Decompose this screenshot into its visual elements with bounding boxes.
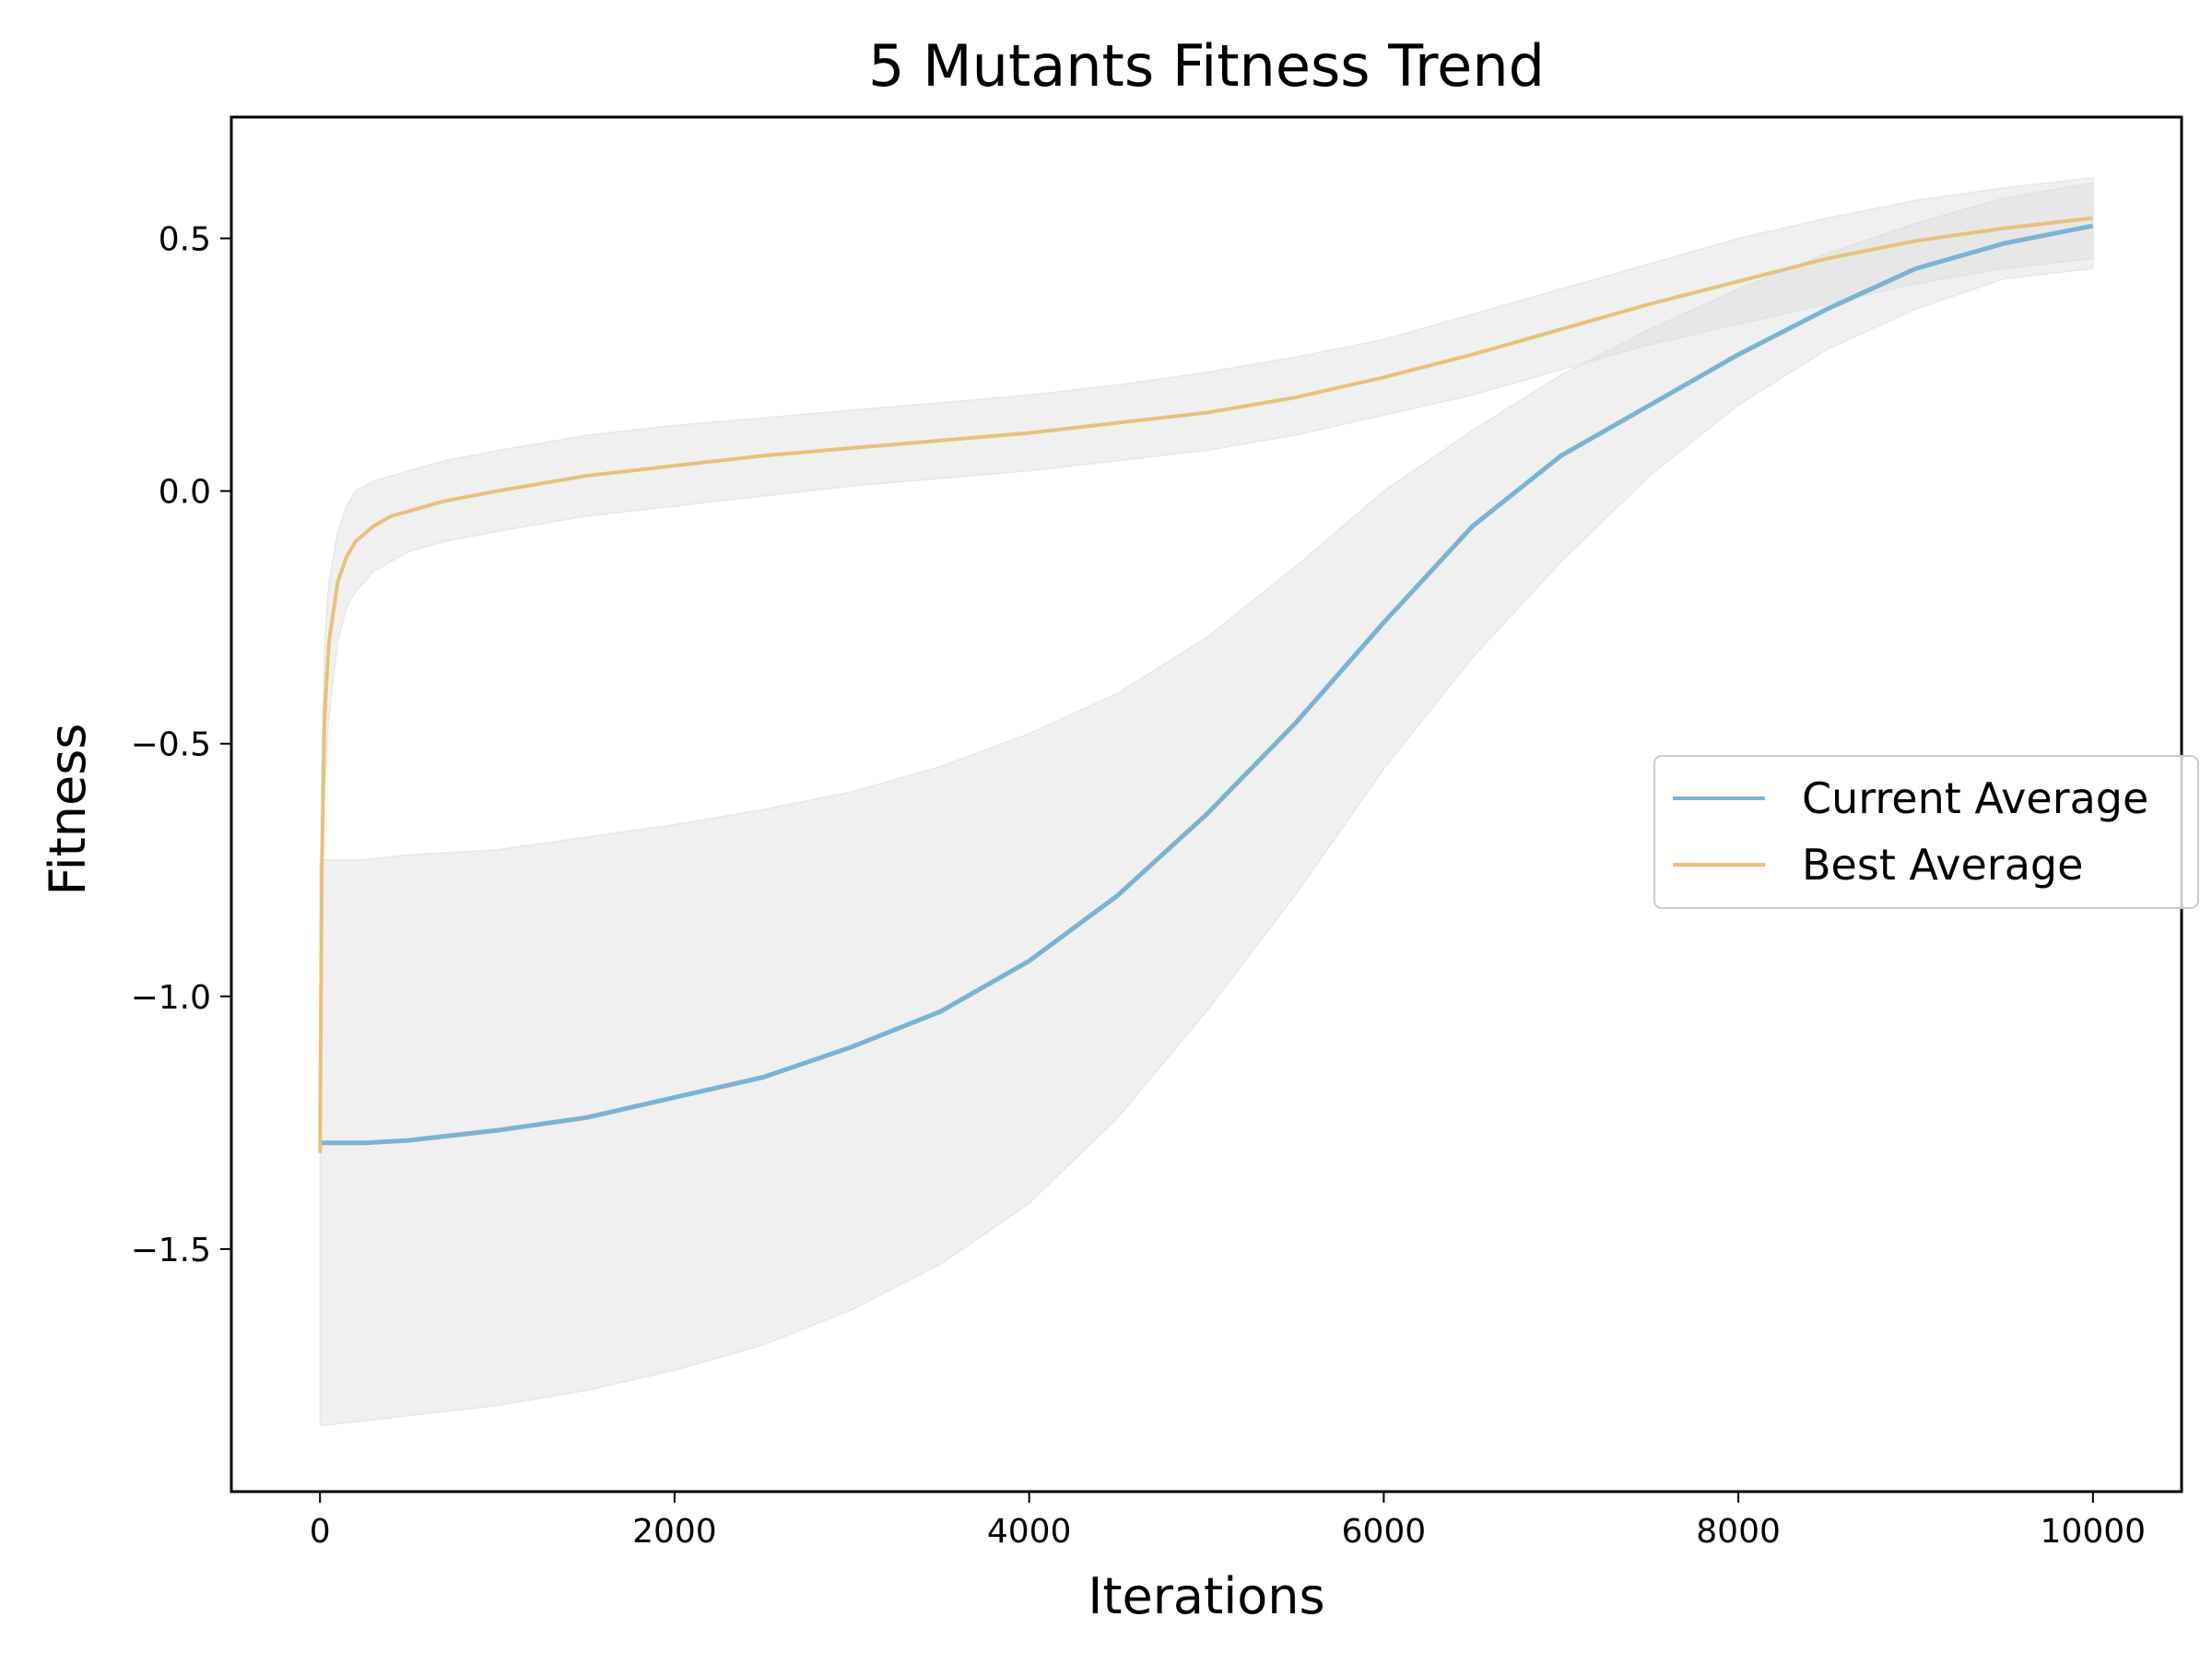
line-best-average — [318, 216, 2094, 1153]
legend-label-best-average: Best Average — [1802, 840, 2083, 890]
x-axis-label: Iterations — [1088, 1567, 1324, 1625]
chart-title: 5 Mutants Fitness Trend — [868, 32, 1545, 100]
y-tick-label: −0.5 — [131, 726, 211, 764]
y-axis-label: Fitness — [39, 723, 97, 895]
y-tick-label: −1.0 — [131, 979, 211, 1017]
x-tick-label: 6000 — [1342, 1513, 1427, 1551]
x-tick-label: 4000 — [987, 1513, 1072, 1551]
legend: Current Average Best Average — [1653, 755, 2199, 909]
y-tick-label: −1.5 — [131, 1232, 211, 1269]
y-tick-label: 0.5 — [159, 221, 211, 259]
x-tick-label: 0 — [310, 1513, 331, 1551]
x-tick-label: 10000 — [2041, 1513, 2147, 1551]
x-tick-label: 8000 — [1696, 1513, 1781, 1551]
y-axis-ticks: 0.5 0.0 −0.5 −1.0 −1.5 — [131, 221, 231, 1269]
series-lines — [318, 216, 2094, 1153]
legend-box — [1653, 755, 2199, 909]
y-tick-label: 0.0 — [159, 474, 211, 512]
x-tick-label: 2000 — [632, 1513, 717, 1551]
line-current-average — [320, 223, 2094, 1146]
legend-label-current-average: Current Average — [1802, 773, 2148, 823]
x-axis-ticks: 0 2000 4000 6000 8000 10000 — [310, 1492, 2146, 1551]
band-current-average — [319, 182, 2094, 1427]
